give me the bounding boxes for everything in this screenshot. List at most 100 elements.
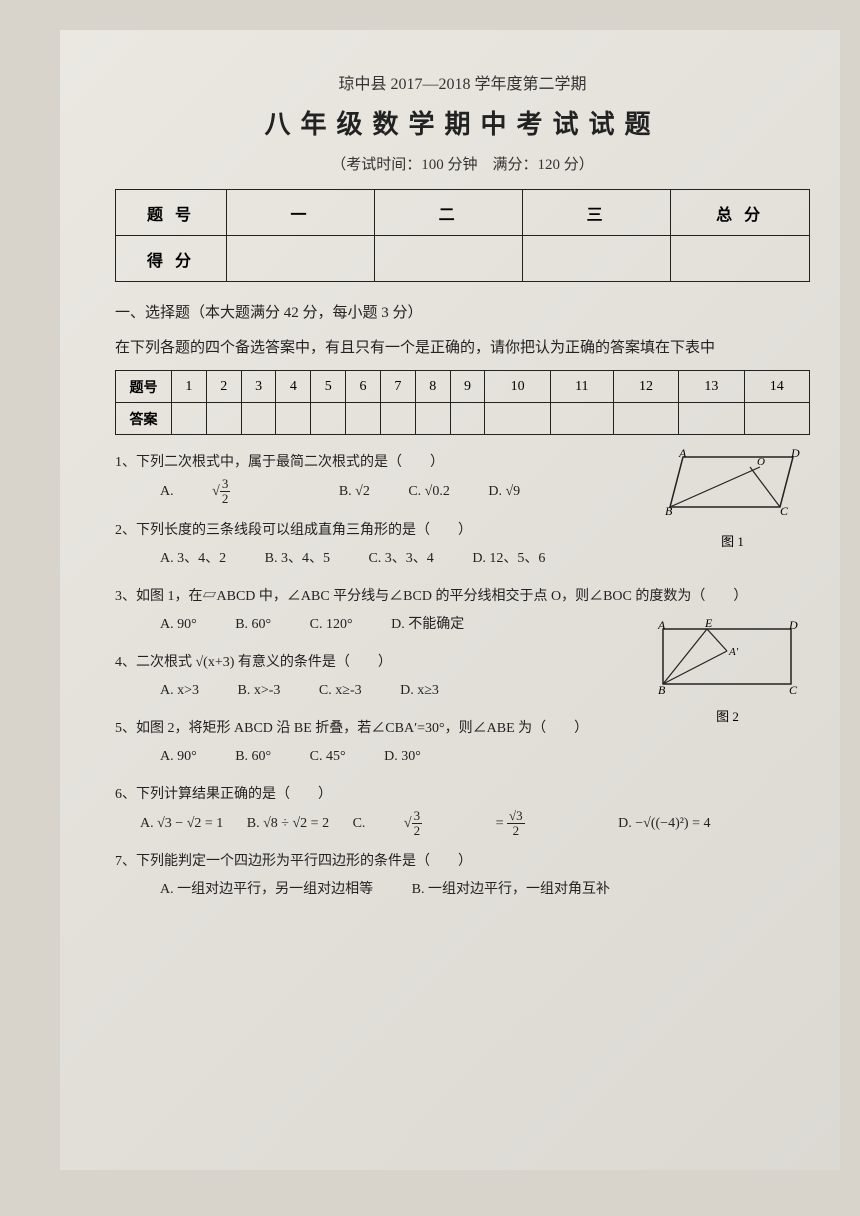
option-c: C. √32 = √32 [353,809,595,839]
score-blank-cell [671,236,810,282]
option-b: B. 60° [235,611,271,639]
option-c: C. x≥-3 [319,677,362,705]
option-a: A. √3 − √2 = 1 [140,810,223,838]
option-b: B. √2 [339,478,370,506]
section-instruction: 在下列各题的四个备选答案中，有且只有一个是正确的，请你把认为正确的答案填在下表中 [115,335,810,362]
option-a: A. x>3 [160,677,199,705]
answer-label: 题号 [116,371,172,403]
answer-blank [206,403,241,435]
question-text: 2、下列长度的三条线段可以组成直角三角形的是（ ） [115,523,472,538]
score-blank-cell [375,236,523,282]
score-header-cell: 二 [375,190,523,236]
answer-blank [311,403,346,435]
option-a: A. 3、4、2 [160,545,226,573]
question-4: 4、二次根式 √(x+3) 有意义的条件是（ ） A. x>3 B. x>-3 … [115,649,810,705]
table-row: 得 分 [116,236,810,282]
answer-num: 4 [276,371,311,403]
answer-num: 14 [744,371,809,403]
option-d: D. −√((−4)²) = 4 [618,810,710,838]
question-text: 6、下列计算结果正确的是（ ） [115,787,332,802]
score-table: 题 号 一 二 三 总 分 得 分 [115,189,810,282]
option-a: A. √32 [160,477,300,507]
header-subtitle: 琼中县 2017—2018 学年度第二学期 [115,70,810,94]
exam-paper: 琼中县 2017—2018 学年度第二学期 八年级数学期中考试试题 （考试时间：… [60,30,840,1170]
questions-area: A D B C O 图 1 A B C D E A′ 图 2 [115,449,810,904]
answer-num: 12 [613,371,678,403]
question-3: 3、如图 1，在▱ABCD 中，∠ABC 平分线与∠BCD 的平分线相交于点 O… [115,583,810,639]
table-row: 题 号 一 二 三 总 分 [116,190,810,236]
answer-blank [241,403,276,435]
table-row: 答案 [116,403,810,435]
option-d: D. 30° [384,743,421,771]
score-label-cell: 得 分 [116,236,227,282]
option-a: A. 90° [160,743,197,771]
option-b: B. x>-3 [238,677,281,705]
option-b: B. 3、4、5 [265,545,330,573]
score-header-cell: 三 [523,190,671,236]
answer-num: 10 [485,371,550,403]
table-row: 题号 1 2 3 4 5 6 7 8 9 10 11 12 13 14 [116,371,810,403]
option-b: B. √8 ÷ √2 = 2 [247,810,329,838]
answer-num: 3 [241,371,276,403]
option-c: C. 45° [310,743,346,771]
answer-num: 13 [679,371,744,403]
question-options: A. 90° B. 60° C. 45° D. 30° [115,743,810,771]
answer-blank [550,403,613,435]
answer-num: 5 [311,371,346,403]
answer-blank [172,403,207,435]
answer-num: 6 [346,371,381,403]
option-d: D. 12、5、6 [472,545,545,573]
question-text: 1、下列二次根式中，属于最简二次根式的是（ ） [115,455,444,470]
question-options: A. 90° B. 60° C. 120° D. 不能确定 [115,611,810,639]
question-1: 1、下列二次根式中，属于最简二次根式的是（ ） A. √32 B. √2 C. … [115,449,810,507]
question-5: 5、如图 2，将矩形 ABCD 沿 BE 折叠，若∠CBA′=30°，则∠ABE… [115,715,810,771]
answer-blank [415,403,450,435]
question-text: 3、如图 1，在▱ABCD 中，∠ABC 平分线与∠BCD 的平分线相交于点 O… [115,589,747,604]
question-text: 4、二次根式 √(x+3) 有意义的条件是（ ） [115,655,392,670]
question-options: A. 一组对边平行，另一组对边相等 B. 一组对边平行，一组对角互补 [115,876,810,904]
score-header-cell: 总 分 [671,190,810,236]
answer-grid: 题号 1 2 3 4 5 6 7 8 9 10 11 12 13 14 答案 [115,370,810,435]
header-info: （考试时间：100 分钟 满分：120 分） [115,153,810,174]
answer-blank [346,403,381,435]
score-blank-cell [523,236,671,282]
question-7: 7、下列能判定一个四边形为平行四边形的条件是（ ） A. 一组对边平行，另一组对… [115,848,810,904]
score-blank-cell [227,236,375,282]
section-title: 一、选择题（本大题满分 42 分，每小题 3 分） [115,300,810,327]
answer-blank [276,403,311,435]
answer-blank [450,403,485,435]
option-d: D. √9 [488,478,520,506]
option-c: C. 120° [310,611,353,639]
question-6: 6、下列计算结果正确的是（ ） A. √3 − √2 = 1 B. √8 ÷ √… [115,781,810,839]
answer-label: 答案 [116,403,172,435]
question-options: A. 3、4、2 B. 3、4、5 C. 3、3、4 D. 12、5、6 [115,545,810,573]
answer-blank [380,403,415,435]
score-header-cell: 题 号 [116,190,227,236]
option-d: D. x≥3 [400,677,439,705]
option-b: B. 一组对边平行，一组对角互补 [412,876,610,904]
score-header-cell: 一 [227,190,375,236]
answer-num: 9 [450,371,485,403]
question-text: 7、下列能判定一个四边形为平行四边形的条件是（ ） [115,854,472,869]
answer-blank [744,403,809,435]
answer-num: 1 [172,371,207,403]
option-b: B. 60° [235,743,271,771]
option-c: C. 3、3、4 [368,545,433,573]
option-a: A. 90° [160,611,197,639]
answer-num: 8 [415,371,450,403]
option-d: D. 不能确定 [391,611,464,639]
answer-num: 7 [380,371,415,403]
option-a: A. 一组对边平行，另一组对边相等 [160,876,373,904]
option-c: C. √0.2 [408,478,450,506]
question-text: 5、如图 2，将矩形 ABCD 沿 BE 折叠，若∠CBA′=30°，则∠ABE… [115,721,588,736]
question-options: A. x>3 B. x>-3 C. x≥-3 D. x≥3 [115,677,810,705]
question-options: A. √32 B. √2 C. √0.2 D. √9 [115,477,810,507]
header-title: 八年级数学期中考试试题 [115,104,810,141]
answer-blank [679,403,744,435]
answer-blank [485,403,550,435]
question-2: 2、下列长度的三条线段可以组成直角三角形的是（ ） A. 3、4、2 B. 3、… [115,517,810,573]
question-options: A. √3 − √2 = 1 B. √8 ÷ √2 = 2 C. √32 = √… [115,809,810,839]
answer-blank [613,403,678,435]
answer-num: 2 [206,371,241,403]
answer-num: 11 [550,371,613,403]
